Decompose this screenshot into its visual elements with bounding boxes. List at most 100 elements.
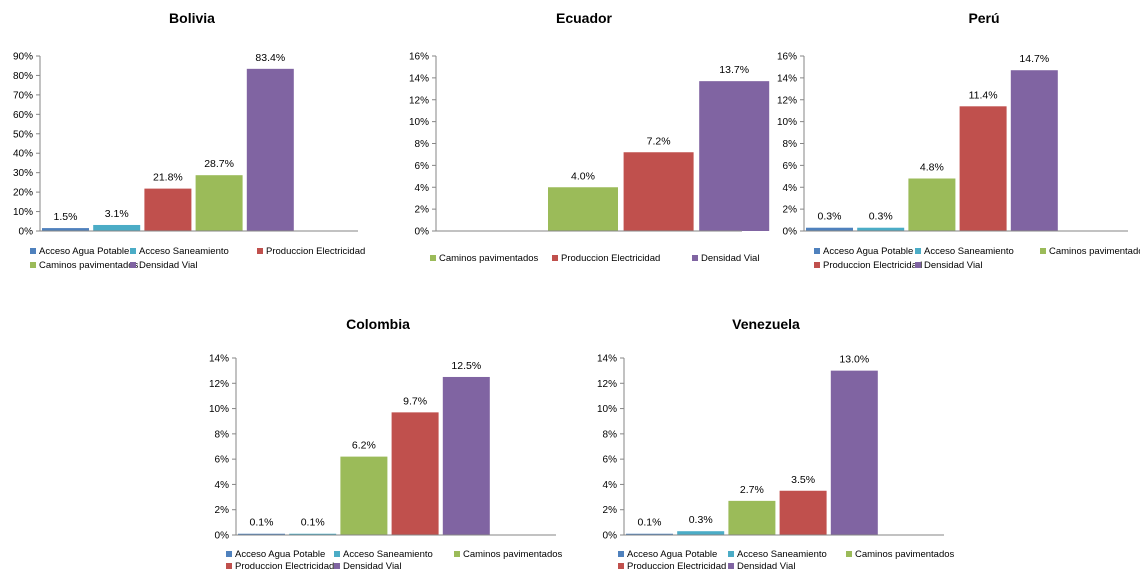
y-tick-label: 14% xyxy=(409,73,429,84)
bar-caminos-pavimentados xyxy=(548,187,618,231)
y-tick-label: 12% xyxy=(597,379,617,390)
y-tick-label: 12% xyxy=(409,95,429,106)
legend-swatch-produccion-electricidad xyxy=(618,563,624,569)
legend-label-acceso-agua-potable: Acceso Agua Potable xyxy=(627,549,717,560)
bar-acceso-agua-potable xyxy=(806,227,853,231)
legend-swatch-produccion-electricidad xyxy=(552,255,558,261)
legend-swatch-produccion-electricidad xyxy=(814,262,820,268)
bar-caminos-pavimentados xyxy=(340,456,388,535)
y-tick-label: 70% xyxy=(13,90,33,101)
y-tick-label: 14% xyxy=(209,354,229,365)
bar-produccion-electricidad xyxy=(391,412,439,535)
legend-label-produccion-electricidad: Produccion Electricidad xyxy=(627,561,726,572)
y-tick-label: 80% xyxy=(13,71,33,82)
data-label: 21.8% xyxy=(153,172,183,184)
bar-densidad-vial xyxy=(1010,70,1058,231)
legend-label-acceso-agua-potable: Acceso Agua Potable xyxy=(235,549,325,560)
chart-ecuador: Ecuador 0% 2% 4% 6% 8% 10% 12% 14% 16% 4.0% 7.2% 13.… xyxy=(409,10,770,264)
chart-panel-venezuela: Venezuela 0% 2% 4% 6% 8% 10% 12% 14% 0.1% 0.3% 2.7%… xyxy=(576,306,964,574)
y-tick-label: 16% xyxy=(777,52,797,63)
data-label: 1.5% xyxy=(54,211,78,223)
bar-acceso-saneamiento xyxy=(289,533,337,535)
bar-acceso-saneamiento xyxy=(857,227,905,231)
data-label: 0.1% xyxy=(638,517,662,529)
chart-title: Perú xyxy=(968,10,999,26)
data-label: 0.1% xyxy=(301,517,325,529)
y-tick-label: 2% xyxy=(603,505,618,516)
y-tick-label: 8% xyxy=(603,429,618,440)
legend-swatch-acceso-saneamiento xyxy=(915,248,921,254)
legend-label-caminos-pavimentados: Caminos pavimentados xyxy=(855,549,955,560)
chart-title: Colombia xyxy=(346,316,410,332)
data-label: 13.0% xyxy=(839,354,869,366)
chart-panel-colombia: Colombia 0% 2% 4% 6% 8% 10% 12% 14% 0.1% 0.1% 6.2% 9… xyxy=(188,306,576,574)
data-label: 13.7% xyxy=(719,64,749,76)
legend-label-produccion-electricidad: Produccion Electricidad xyxy=(561,253,660,264)
bar-caminos-pavimentados xyxy=(908,178,956,231)
y-tick-label: 14% xyxy=(777,73,797,84)
y-tick-label: 16% xyxy=(409,52,429,63)
bar-acceso-saneamiento xyxy=(677,531,725,535)
legend-swatch-produccion-electricidad xyxy=(226,563,232,569)
data-label: 12.5% xyxy=(451,360,481,372)
data-label: 14.7% xyxy=(1019,53,1049,65)
legend-swatch-acceso-agua-potable xyxy=(30,248,36,254)
legend-label-produccion-electricidad: Produccion Electricidad xyxy=(266,246,365,257)
bar-acceso-saneamiento xyxy=(93,224,141,231)
y-tick-label: 60% xyxy=(13,110,33,121)
y-tick-label: 12% xyxy=(209,379,229,390)
bar-produccion-electricidad xyxy=(779,490,827,535)
chart-panel-bolivia: Bolivia 0% 10% 20% 30% 40% 50% 60% 70% 80% 90% 1.5%… xyxy=(0,0,376,287)
chart-peru: Perú 0% 2% 4% 6% 8% 10% 12% 14% 16% 0.3% 0.3% 4.8% 11… xyxy=(777,10,1140,271)
y-tick-label: 0% xyxy=(215,531,230,542)
y-tick-label: 0% xyxy=(19,227,34,238)
chart-bolivia: Bolivia 0% 10% 20% 30% 40% 50% 60% 70% 80% 90% 1.5%… xyxy=(13,10,365,271)
chart-colombia: Colombia 0% 2% 4% 6% 8% 10% 12% 14% 0.1% 0.1% 6.2% 9… xyxy=(209,316,563,572)
y-tick-label: 10% xyxy=(597,404,617,415)
bar-densidad-vial xyxy=(442,376,490,535)
y-tick-label: 10% xyxy=(409,117,429,128)
y-tick-label: 30% xyxy=(13,168,33,179)
data-label: 0.3% xyxy=(818,211,842,223)
legend-label-acceso-saneamiento: Acceso Saneamiento xyxy=(139,246,229,257)
y-tick-label: 4% xyxy=(215,480,230,491)
data-label: 0.3% xyxy=(869,211,893,223)
chart-venezuela: Venezuela 0% 2% 4% 6% 8% 10% 12% 14% 0.1% 0.3% 2.7%… xyxy=(597,316,955,572)
data-label: 9.7% xyxy=(403,395,427,407)
y-tick-label: 2% xyxy=(215,505,230,516)
legend-label-acceso-agua-potable: Acceso Agua Potable xyxy=(823,246,913,257)
y-tick-label: 14% xyxy=(597,354,617,365)
y-tick-label: 0% xyxy=(603,531,618,542)
y-tick-label: 0% xyxy=(783,227,798,238)
legend-swatch-acceso-agua-potable xyxy=(814,248,820,254)
y-tick-label: 10% xyxy=(13,207,33,218)
y-tick-label: 6% xyxy=(603,455,618,466)
data-label: 2.7% xyxy=(740,484,764,496)
y-tick-label: 0% xyxy=(415,227,430,238)
data-label: 4.0% xyxy=(571,170,595,182)
legend-swatch-densidad-vial xyxy=(334,563,340,569)
bar-caminos-pavimentados xyxy=(195,175,243,231)
legend-swatch-caminos-pavimentados xyxy=(30,262,36,268)
data-label: 83.4% xyxy=(255,52,285,64)
y-tick-label: 6% xyxy=(215,455,230,466)
bar-densidad-vial xyxy=(830,370,878,535)
legend-swatch-caminos-pavimentados xyxy=(1040,248,1046,254)
y-tick-label: 4% xyxy=(415,183,430,194)
legend-swatch-caminos-pavimentados xyxy=(430,255,436,261)
legend-swatch-acceso-saneamiento xyxy=(130,248,136,254)
legend-label-caminos-pavimentados: Caminos pavimentados xyxy=(39,260,139,271)
legend-swatch-acceso-saneamiento xyxy=(728,551,734,557)
legend-swatch-acceso-agua-potable xyxy=(618,551,624,557)
chart-title: Bolivia xyxy=(169,10,215,26)
legend-swatch-produccion-electricidad xyxy=(257,248,263,254)
bar-densidad-vial xyxy=(246,68,294,231)
legend-label-acceso-saneamiento: Acceso Saneamiento xyxy=(737,549,827,560)
bar-produccion-electricidad xyxy=(959,106,1007,231)
legend-swatch-densidad-vial xyxy=(130,262,136,268)
y-tick-label: 20% xyxy=(13,188,33,199)
data-label: 0.1% xyxy=(250,517,274,529)
y-tick-label: 6% xyxy=(783,161,798,172)
bar-densidad-vial xyxy=(699,81,770,231)
y-tick-label: 8% xyxy=(415,139,430,150)
